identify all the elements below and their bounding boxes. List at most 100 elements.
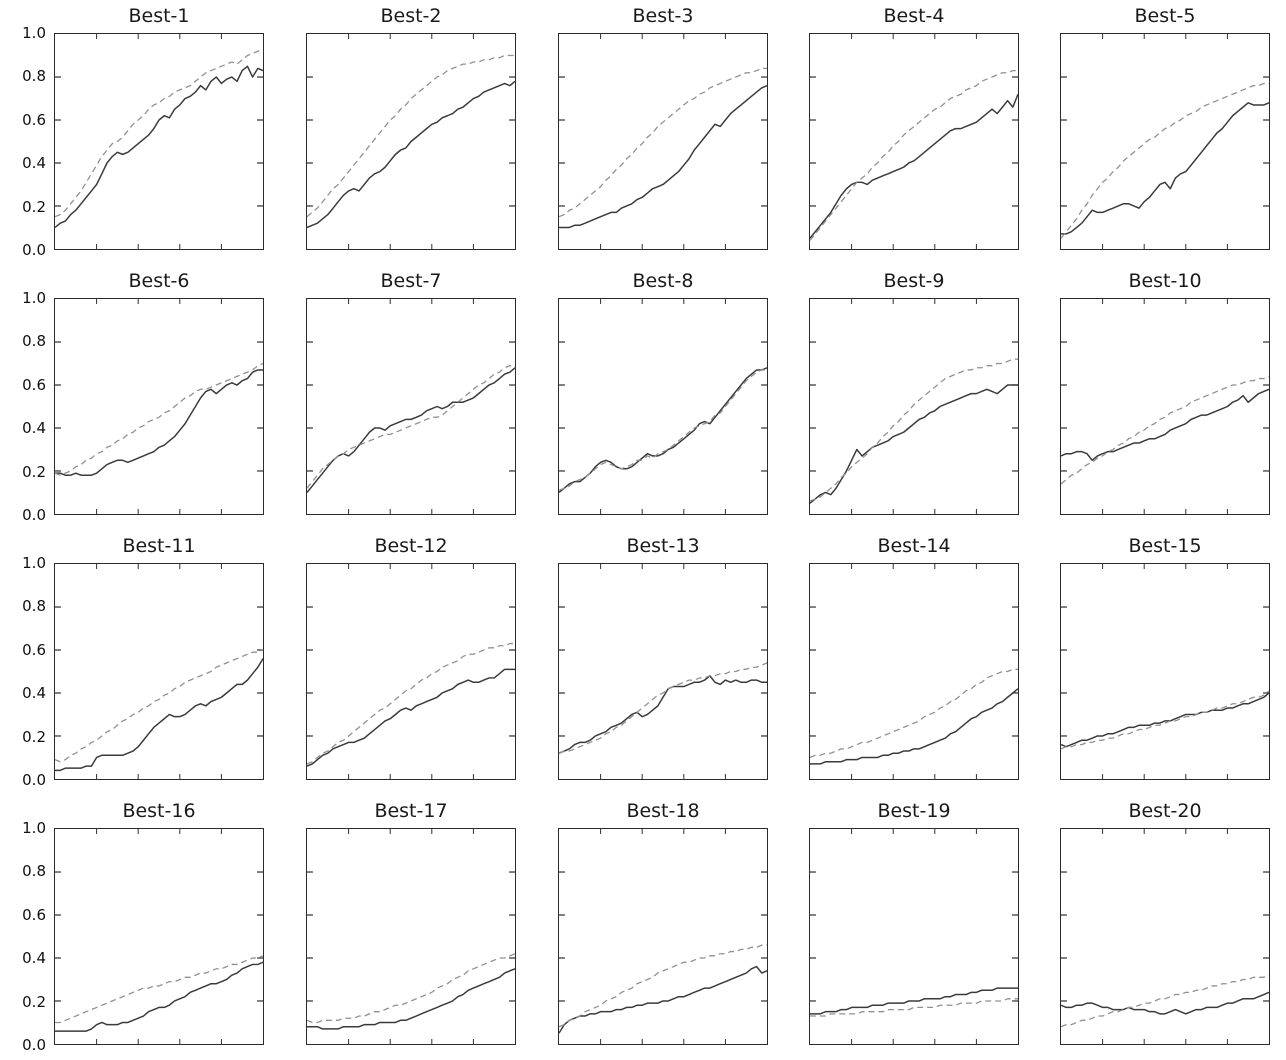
ytick-label-1.0-row2: 1.0	[22, 289, 46, 307]
ytick-label-0.6-row4: 0.6	[22, 905, 46, 924]
best-19-solid-line	[810, 987, 1018, 1015]
best-5-solid-line	[1061, 102, 1269, 235]
subplot-panel-best-3	[558, 33, 768, 250]
plot-area-best-7	[307, 299, 515, 514]
best-12-solid-line	[307, 668, 515, 767]
ytick-label-1.0-row4: 1.0	[22, 819, 46, 837]
subplot-title-best-15: Best-15	[1128, 535, 1202, 557]
ytick-label-0.4-row3: 0.4	[22, 684, 46, 703]
subplot-panel-best-18	[558, 828, 768, 1045]
ytick-label-0.6-row3: 0.6	[22, 640, 46, 659]
plot-area-best-12	[307, 564, 515, 779]
subplot-title-best-8: Best-8	[632, 270, 694, 292]
ytick-label-0.6-row1: 0.6	[22, 110, 46, 129]
best-11-dashed-line	[55, 649, 263, 763]
subplot-title-best-16: Best-16	[122, 800, 196, 822]
subplot-panel-best-12	[306, 563, 516, 780]
plot-area-best-5	[1061, 34, 1269, 249]
subplot-panel-best-7	[306, 298, 516, 515]
subplot-panel-best-9	[809, 298, 1019, 515]
subplot-title-best-6: Best-6	[128, 270, 190, 292]
plot-area-best-10	[1061, 299, 1269, 514]
subplot-title-best-11: Best-11	[122, 535, 196, 557]
plot-area-best-20	[1061, 829, 1269, 1044]
plot-area-best-2	[307, 34, 515, 249]
best-10-dashed-line	[1061, 375, 1269, 485]
best-5-dashed-line	[1061, 82, 1269, 239]
ytick-label-0.6-row2: 0.6	[22, 375, 46, 394]
subplot-panel-best-8	[558, 298, 768, 515]
subplot-panel-best-11	[54, 563, 264, 780]
subplot-title-best-4: Best-4	[883, 5, 945, 27]
best-11-solid-line	[55, 658, 263, 772]
subplot-panel-best-14	[809, 563, 1019, 780]
best-17-dashed-line	[307, 953, 515, 1024]
best-8-dashed-line	[559, 369, 767, 491]
ytick-label-0.4-row1: 0.4	[22, 154, 46, 173]
best-1-dashed-line	[55, 48, 263, 218]
best-13-dashed-line	[559, 662, 767, 754]
subplot-title-best-10: Best-10	[1128, 270, 1202, 292]
best-4-solid-line	[810, 93, 1018, 239]
best-16-solid-line	[55, 961, 263, 1032]
subplot-panel-best-2	[306, 33, 516, 250]
best-18-dashed-line	[559, 944, 767, 1028]
plot-area-best-19	[810, 829, 1018, 1044]
best-15-dashed-line	[1061, 690, 1269, 750]
best-17-solid-line	[307, 968, 515, 1030]
best-15-solid-line	[1061, 692, 1269, 748]
subplot-panel-best-10	[1060, 298, 1270, 515]
subplot-title-best-17: Best-17	[374, 800, 448, 822]
subplot-panel-best-4	[809, 33, 1019, 250]
best-6-dashed-line	[55, 362, 263, 476]
subplot-title-best-9: Best-9	[883, 270, 945, 292]
plot-area-best-18	[559, 829, 767, 1044]
best-12-dashed-line	[307, 642, 515, 765]
plot-area-best-1	[55, 34, 263, 249]
best-16-dashed-line	[55, 955, 263, 1024]
ytick-label-0.8-row4: 0.8	[22, 862, 46, 881]
best-2-dashed-line	[307, 54, 515, 218]
plot-area-best-3	[559, 34, 767, 249]
best-18-solid-line	[559, 965, 767, 1034]
plot-area-best-11	[55, 564, 263, 779]
ytick-label-0.2-row2: 0.2	[22, 462, 46, 481]
plot-area-best-9	[810, 299, 1018, 514]
subplot-panel-best-15	[1060, 563, 1270, 780]
best-19-dashed-line	[810, 998, 1018, 1017]
ytick-label-0.0-row3: 0.0	[22, 771, 46, 789]
best-7-solid-line	[307, 367, 515, 493]
subplot-title-best-1: Best-1	[128, 5, 190, 27]
ytick-label-0.8-row2: 0.8	[22, 332, 46, 351]
subplot-title-best-3: Best-3	[632, 5, 694, 27]
subplot-title-best-20: Best-20	[1128, 800, 1202, 822]
ytick-label-1.0-row1: 1.0	[22, 24, 46, 42]
subplot-title-best-18: Best-18	[626, 800, 700, 822]
ytick-label-0.4-row4: 0.4	[22, 949, 46, 968]
ytick-label-0.0-row2: 0.0	[22, 506, 46, 524]
subplot-panel-best-19	[809, 828, 1019, 1045]
subplot-panel-best-13	[558, 563, 768, 780]
ytick-label-0.2-row3: 0.2	[22, 727, 46, 746]
subplot-title-best-2: Best-2	[380, 5, 442, 27]
plot-area-best-13	[559, 564, 767, 779]
plot-area-best-14	[810, 564, 1018, 779]
best-20-dashed-line	[1061, 974, 1269, 1028]
ytick-label-0.4-row2: 0.4	[22, 419, 46, 438]
ytick-label-0.0-row1: 0.0	[22, 241, 46, 259]
subplot-title-best-19: Best-19	[877, 800, 951, 822]
best-20-solid-line	[1061, 991, 1269, 1015]
best-13-solid-line	[559, 675, 767, 754]
subplot-panel-best-5	[1060, 33, 1270, 250]
plot-area-best-6	[55, 299, 263, 514]
plot-area-best-16	[55, 829, 263, 1044]
ytick-label-0.2-row4: 0.2	[22, 992, 46, 1011]
best-1-solid-line	[55, 65, 263, 229]
subplot-panel-best-16	[54, 828, 264, 1045]
plot-area-best-4	[810, 34, 1018, 249]
best-9-solid-line	[810, 384, 1018, 504]
ytick-label-0.0-row4: 0.0	[22, 1036, 46, 1054]
best-3-dashed-line	[559, 67, 767, 218]
best-2-solid-line	[307, 80, 515, 229]
